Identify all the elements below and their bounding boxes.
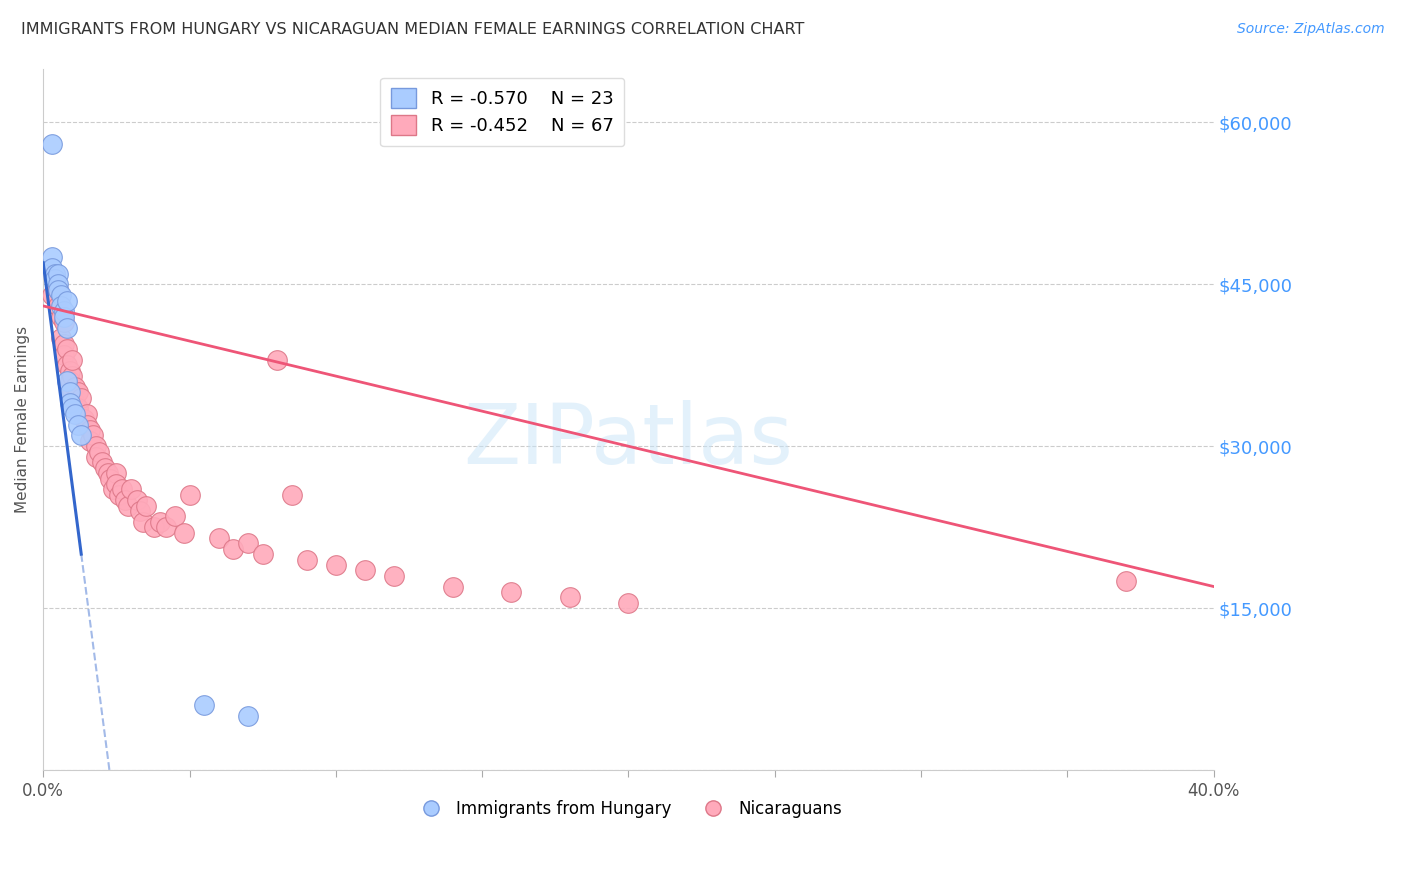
Point	[52, 347, 75, 361]
Point	[82, 428, 104, 442]
Point	[49, 331, 72, 345]
Point	[1115, 574, 1137, 589]
Point	[76, 417, 98, 432]
Point	[105, 467, 128, 481]
Point	[62, 385, 84, 400]
Point	[46, 283, 69, 297]
Point	[143, 520, 166, 534]
Point	[49, 288, 72, 302]
Point	[236, 536, 259, 550]
Point	[558, 591, 581, 605]
Point	[55, 359, 77, 373]
Point	[252, 547, 274, 561]
Point	[193, 698, 215, 713]
Point	[44, 272, 66, 286]
Point	[90, 455, 112, 469]
Point	[55, 320, 77, 334]
Y-axis label: Median Female Earnings: Median Female Earnings	[15, 326, 30, 513]
Point	[52, 304, 75, 318]
Point	[97, 467, 120, 481]
Point	[70, 391, 93, 405]
Point	[93, 460, 115, 475]
Point	[266, 352, 288, 367]
Point	[41, 288, 63, 302]
Legend: Immigrants from Hungary, Nicaraguans: Immigrants from Hungary, Nicaraguans	[408, 794, 849, 825]
Point	[173, 525, 195, 540]
Point	[52, 336, 75, 351]
Point	[108, 488, 131, 502]
Point	[65, 396, 87, 410]
Point	[79, 423, 101, 437]
Point	[62, 369, 84, 384]
Point	[46, 283, 69, 297]
Point	[44, 267, 66, 281]
Point	[46, 277, 69, 292]
Point	[179, 488, 201, 502]
Point	[76, 407, 98, 421]
Point	[125, 493, 148, 508]
Point	[58, 396, 80, 410]
Point	[79, 434, 101, 448]
Point	[67, 385, 90, 400]
Point	[41, 137, 63, 152]
Point	[52, 315, 75, 329]
Point	[222, 541, 245, 556]
Text: ZIPatlas: ZIPatlas	[464, 400, 793, 481]
Point	[41, 261, 63, 276]
Point	[49, 310, 72, 324]
Point	[44, 267, 66, 281]
Text: IMMIGRANTS FROM HUNGARY VS NICARAGUAN MEDIAN FEMALE EARNINGS CORRELATION CHART: IMMIGRANTS FROM HUNGARY VS NICARAGUAN ME…	[21, 22, 804, 37]
Point	[135, 499, 157, 513]
Point	[100, 472, 122, 486]
Point	[58, 375, 80, 389]
Point	[295, 552, 318, 566]
Point	[41, 251, 63, 265]
Point	[55, 293, 77, 308]
Point	[354, 563, 377, 577]
Point	[325, 558, 347, 572]
Point	[65, 380, 87, 394]
Point	[67, 417, 90, 432]
Point	[58, 364, 80, 378]
Point	[155, 520, 177, 534]
Point	[70, 428, 93, 442]
Point	[131, 515, 153, 529]
Point	[84, 439, 107, 453]
Point	[62, 352, 84, 367]
Point	[114, 493, 136, 508]
Point	[617, 596, 640, 610]
Point	[46, 299, 69, 313]
Point	[120, 483, 142, 497]
Point	[163, 509, 186, 524]
Point	[73, 412, 96, 426]
Point	[46, 267, 69, 281]
Point	[441, 580, 464, 594]
Point	[105, 477, 128, 491]
Point	[65, 407, 87, 421]
Point	[117, 499, 139, 513]
Point	[58, 385, 80, 400]
Point	[111, 483, 134, 497]
Point	[52, 310, 75, 324]
Point	[382, 568, 405, 582]
Point	[67, 401, 90, 416]
Point	[501, 585, 523, 599]
Point	[281, 488, 304, 502]
Point	[55, 375, 77, 389]
Point	[62, 401, 84, 416]
Point	[236, 709, 259, 723]
Point	[84, 450, 107, 464]
Point	[55, 342, 77, 356]
Point	[87, 444, 110, 458]
Point	[208, 531, 231, 545]
Point	[149, 515, 172, 529]
Point	[128, 504, 150, 518]
Point	[49, 299, 72, 313]
Text: Source: ZipAtlas.com: Source: ZipAtlas.com	[1237, 22, 1385, 37]
Point	[103, 483, 125, 497]
